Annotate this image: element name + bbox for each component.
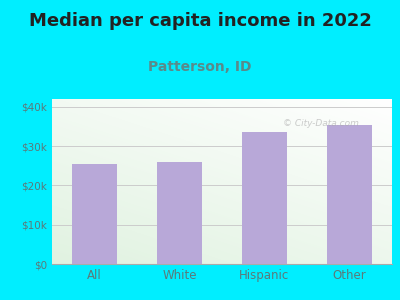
Bar [158,162,202,264]
Bar [327,124,372,264]
Bar [242,132,286,264]
Text: © City-Data.com: © City-Data.com [283,119,359,128]
Text: Median per capita income in 2022: Median per capita income in 2022 [28,12,372,30]
Bar [72,164,117,264]
Text: Patterson, ID: Patterson, ID [148,60,252,74]
